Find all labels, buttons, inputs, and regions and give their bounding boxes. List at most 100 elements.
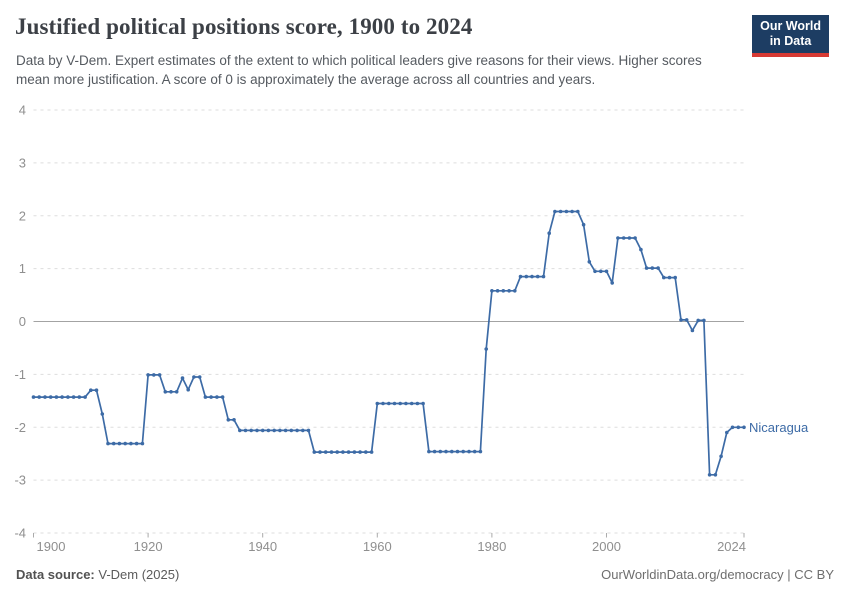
data-point — [381, 401, 385, 406]
data-point — [335, 450, 340, 454]
y-tick-label: 1 — [19, 261, 26, 276]
data-point — [66, 395, 70, 399]
data-point — [564, 209, 569, 214]
data-point — [318, 450, 322, 454]
data-point — [404, 401, 408, 406]
data-point — [570, 209, 574, 214]
data-point — [146, 373, 150, 377]
x-tick-label: 1960 — [363, 539, 392, 554]
y-tick-label: -3 — [14, 473, 26, 488]
owid-logo: Our World in Data — [752, 15, 829, 57]
y-tick-label: 4 — [19, 103, 26, 118]
series-line — [32, 210, 745, 476]
data-point — [232, 418, 236, 422]
data-point — [37, 395, 41, 399]
data-point — [134, 441, 139, 446]
data-point — [369, 450, 374, 454]
data-point — [581, 222, 586, 227]
x-tick-label: 2000 — [592, 539, 621, 554]
data-point — [169, 390, 173, 394]
entity-label: Nicaragua — [749, 420, 809, 435]
x-tick-label: 1900 — [37, 539, 66, 554]
data-point — [117, 441, 122, 446]
y-tick-label: -4 — [14, 526, 26, 541]
data-point — [266, 428, 271, 433]
data-point — [295, 428, 299, 433]
chart-subtitle: Data by V-Dem. Expert estimates of the e… — [16, 53, 702, 88]
data-point — [220, 395, 225, 399]
data-point — [472, 449, 477, 454]
data-point — [667, 275, 672, 280]
data-point — [679, 318, 683, 322]
data-point — [604, 269, 609, 274]
data-point — [725, 430, 729, 435]
data-point — [54, 395, 59, 399]
data-point — [48, 395, 53, 399]
data-point — [427, 449, 431, 454]
data-point — [209, 395, 213, 399]
data-point — [713, 473, 718, 477]
data-point — [490, 289, 494, 293]
data-point — [106, 441, 110, 446]
data-point — [501, 289, 506, 293]
data-point — [238, 428, 242, 433]
data-point — [513, 289, 517, 293]
data-point — [409, 401, 414, 406]
data-point — [730, 425, 735, 430]
x-tick-label: 1980 — [477, 539, 506, 554]
data-point — [123, 441, 127, 446]
data-point — [684, 318, 689, 322]
data-point — [111, 441, 116, 446]
data-point — [243, 428, 248, 433]
data-point — [289, 428, 294, 433]
data-point — [656, 266, 660, 270]
data-point — [507, 289, 511, 293]
data-point — [352, 450, 357, 454]
data-point — [461, 449, 466, 454]
data-point — [616, 236, 620, 240]
data-point — [610, 281, 614, 285]
data-point — [301, 428, 305, 433]
data-point — [43, 395, 47, 399]
data-point — [633, 236, 637, 240]
x-tick-label: 1940 — [248, 539, 277, 554]
attribution-link[interactable]: OurWorldinData.org/democracy | CC BY — [601, 567, 834, 582]
data-point — [192, 375, 196, 379]
data-point — [31, 395, 36, 399]
y-tick-label: -2 — [14, 420, 26, 435]
data-point — [530, 274, 534, 279]
data-point — [129, 441, 133, 446]
data-point — [639, 247, 643, 252]
data-point — [662, 275, 666, 280]
data-point — [60, 395, 64, 399]
page-title: Justified political positions score, 190… — [15, 14, 473, 39]
data-point — [100, 412, 105, 416]
data-point — [186, 387, 190, 392]
x-tick-label: 2024 — [717, 539, 746, 554]
data-point — [644, 266, 649, 270]
data-point — [278, 428, 282, 433]
data-point — [77, 395, 82, 399]
data-point — [215, 395, 219, 399]
data-point — [174, 390, 179, 394]
data-point — [180, 376, 185, 380]
data-point — [71, 395, 76, 399]
data-point — [89, 388, 93, 393]
data-point — [455, 449, 460, 454]
y-tick-label: 3 — [19, 155, 26, 170]
data-point — [587, 260, 592, 264]
data-point — [553, 209, 557, 214]
data-point — [696, 318, 700, 323]
data-point — [467, 449, 471, 454]
data-point — [593, 269, 597, 274]
data-point — [599, 269, 603, 274]
data-point — [621, 236, 626, 240]
data-point — [541, 274, 546, 279]
data-point — [255, 428, 259, 433]
data-point — [375, 401, 380, 406]
data-point — [398, 401, 403, 406]
data-point — [421, 401, 425, 406]
data-point — [312, 450, 317, 454]
data-point — [341, 450, 345, 454]
